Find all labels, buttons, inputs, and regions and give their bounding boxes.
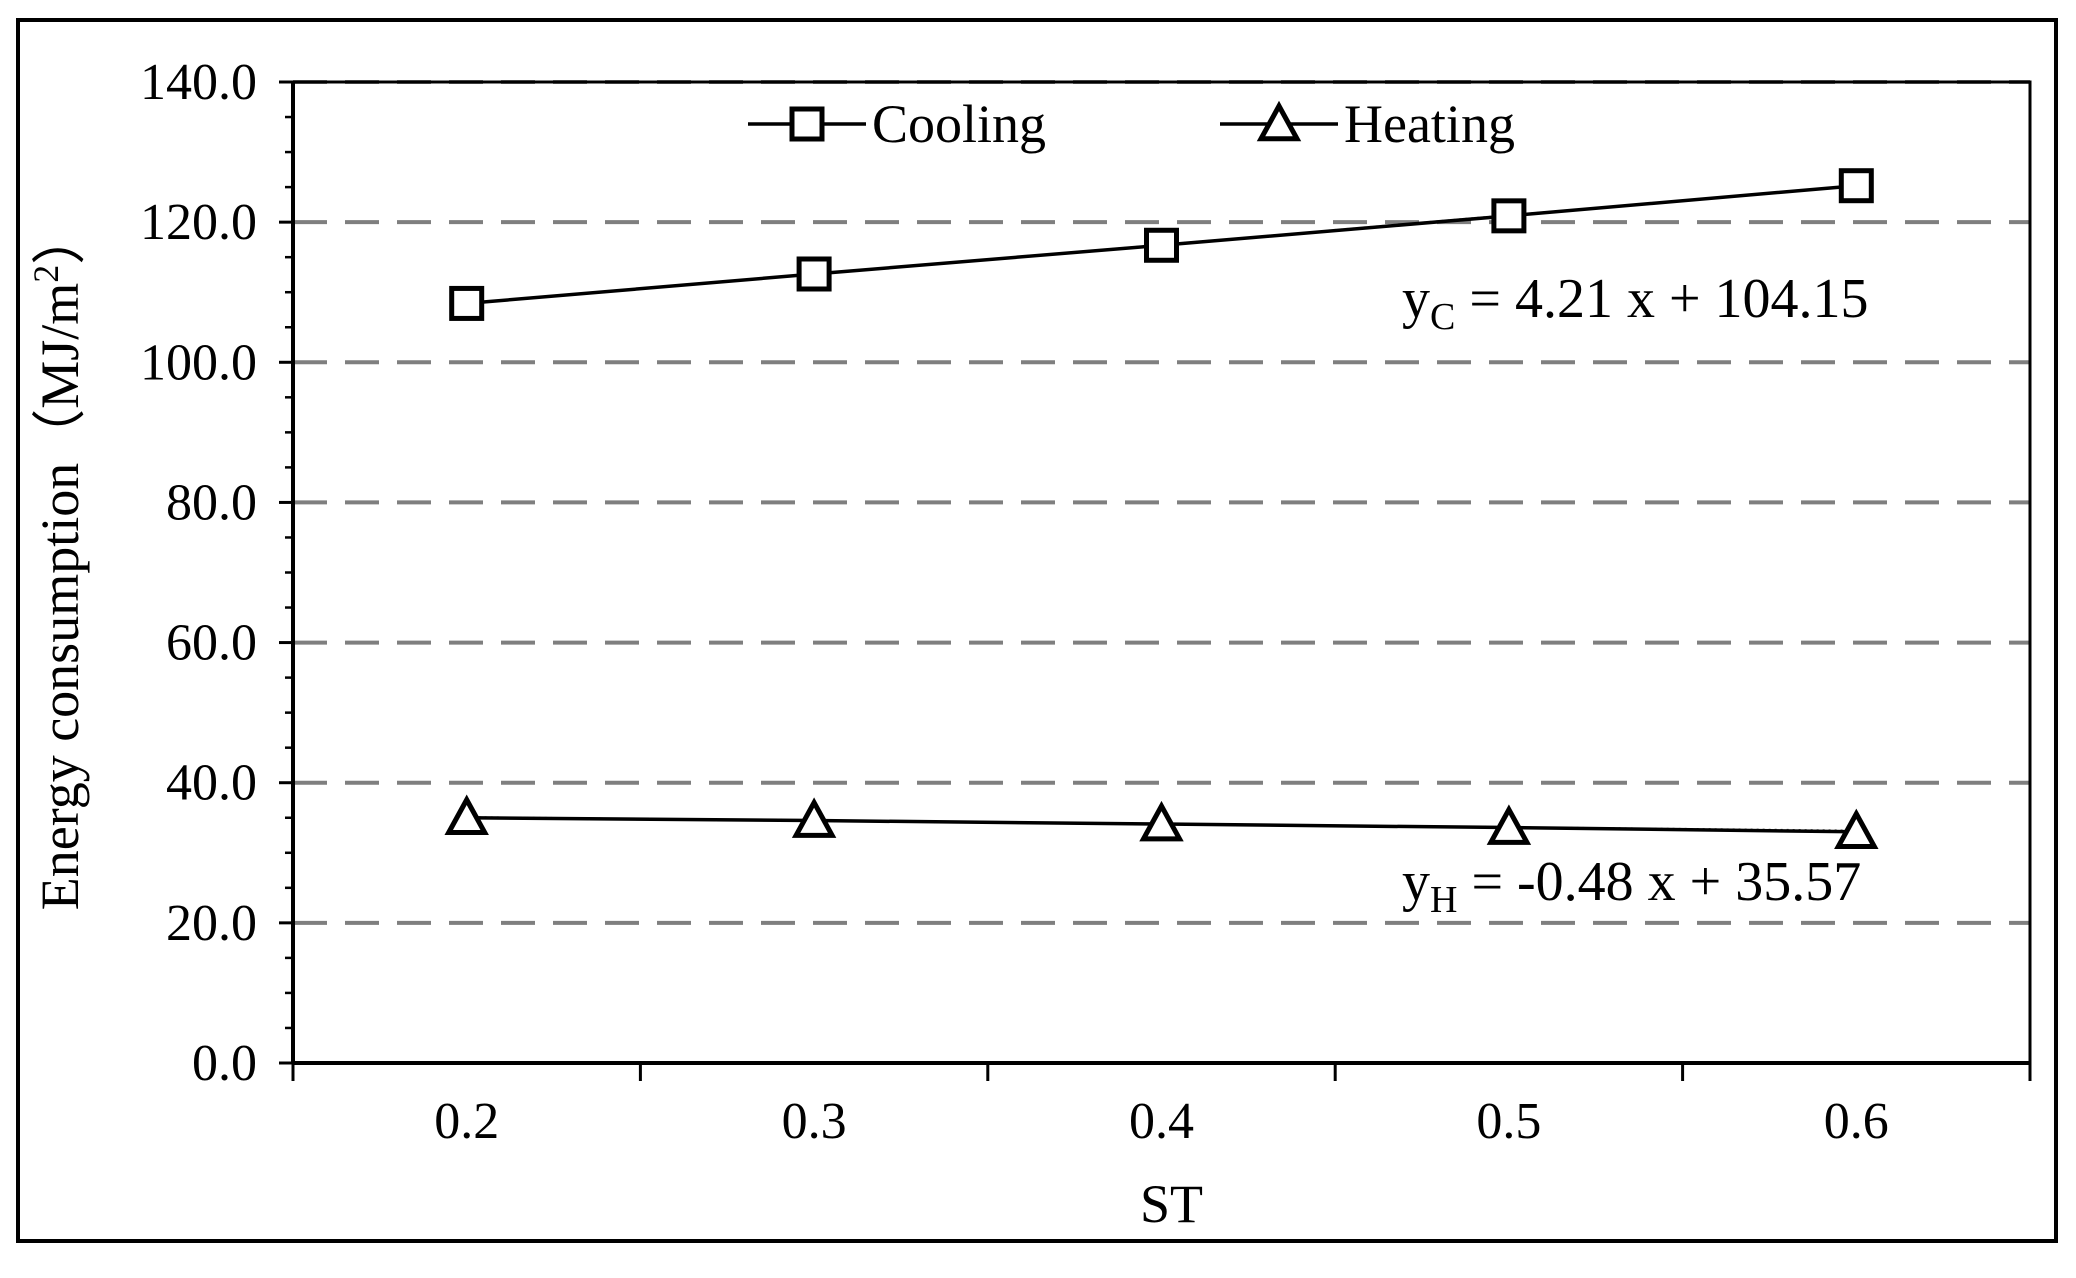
chart-frame <box>16 18 2058 1243</box>
heating-point-4 <box>1834 808 1879 850</box>
heating-point-0 <box>444 794 489 836</box>
heating-equation-y: y <box>1402 851 1430 913</box>
cooling-point-0 <box>449 285 485 321</box>
legend-marker-cooling <box>789 106 825 142</box>
legend-label-heating: Heating <box>1344 94 1515 154</box>
y-tick-label-1: 20.0 <box>166 895 257 952</box>
y-tick-label-0: 0.0 <box>192 1035 257 1092</box>
cooling-equation-y: y <box>1402 268 1430 330</box>
x-axis-title: ST <box>1140 1174 1203 1234</box>
x-tick-label-4: 0.6 <box>1824 1093 1889 1150</box>
y-tick-label-4: 80.0 <box>166 474 257 531</box>
label-layer: 0.0 20.0 40.0 60.0 80.0 100.0 120.0 140.0 0.2 0.3… <box>26 54 1889 1234</box>
cooling-point-1 <box>796 256 832 292</box>
y-axis-title-unit: （MJ/m <box>30 283 90 463</box>
x-tick-label-1: 0.3 <box>782 1093 847 1150</box>
cooling-equation-rest: = 4.21 x + 104.15 <box>1455 268 1868 330</box>
heating-point-1 <box>791 797 837 838</box>
heating-equation-rest: = -0.48 x + 35.57 <box>1457 851 1861 913</box>
y-axis-title-group: Energy consumption（MJ/m2） <box>26 211 90 911</box>
heating-point-2 <box>1139 800 1184 842</box>
y-axis-title-unit-sup: 2 <box>26 265 66 283</box>
y-axis-title-main: Energy consumption <box>30 463 90 910</box>
y-tick-label-3: 60.0 <box>166 615 257 672</box>
series-layer <box>444 168 1879 850</box>
cooling-point-3 <box>1491 198 1527 234</box>
y-tick-label-2: 40.0 <box>166 755 257 812</box>
cooling-equation: yC = 4.21 x + 104.15 <box>1402 268 1869 338</box>
cooling-point-2 <box>1144 227 1179 263</box>
legend-label-cooling: Cooling <box>872 94 1046 154</box>
y-axis-title: Energy consumption（MJ/m2） <box>26 211 90 911</box>
cooling-equation-sub: C <box>1430 296 1455 338</box>
y-tick-label-6: 120.0 <box>140 194 257 251</box>
heating-equation: yH = -0.48 x + 35.57 <box>1402 851 1861 921</box>
legend: Cooling Heating <box>748 94 1515 154</box>
heating-point-3 <box>1486 804 1532 845</box>
x-tick-label-3: 0.5 <box>1476 1093 1541 1150</box>
legend-marker-heating <box>1256 100 1302 142</box>
x-tick-label-0: 0.2 <box>434 1093 499 1150</box>
heating-equation-sub: H <box>1430 879 1457 921</box>
y-axis-title-unit-close: ） <box>30 211 90 265</box>
y-tick-label-5: 100.0 <box>140 334 257 391</box>
y-tick-label-7: 140.0 <box>140 54 257 111</box>
cooling-point-4 <box>1838 168 1874 204</box>
axes-layer <box>279 80 2032 1081</box>
x-tick-label-2: 0.4 <box>1129 1093 1194 1150</box>
